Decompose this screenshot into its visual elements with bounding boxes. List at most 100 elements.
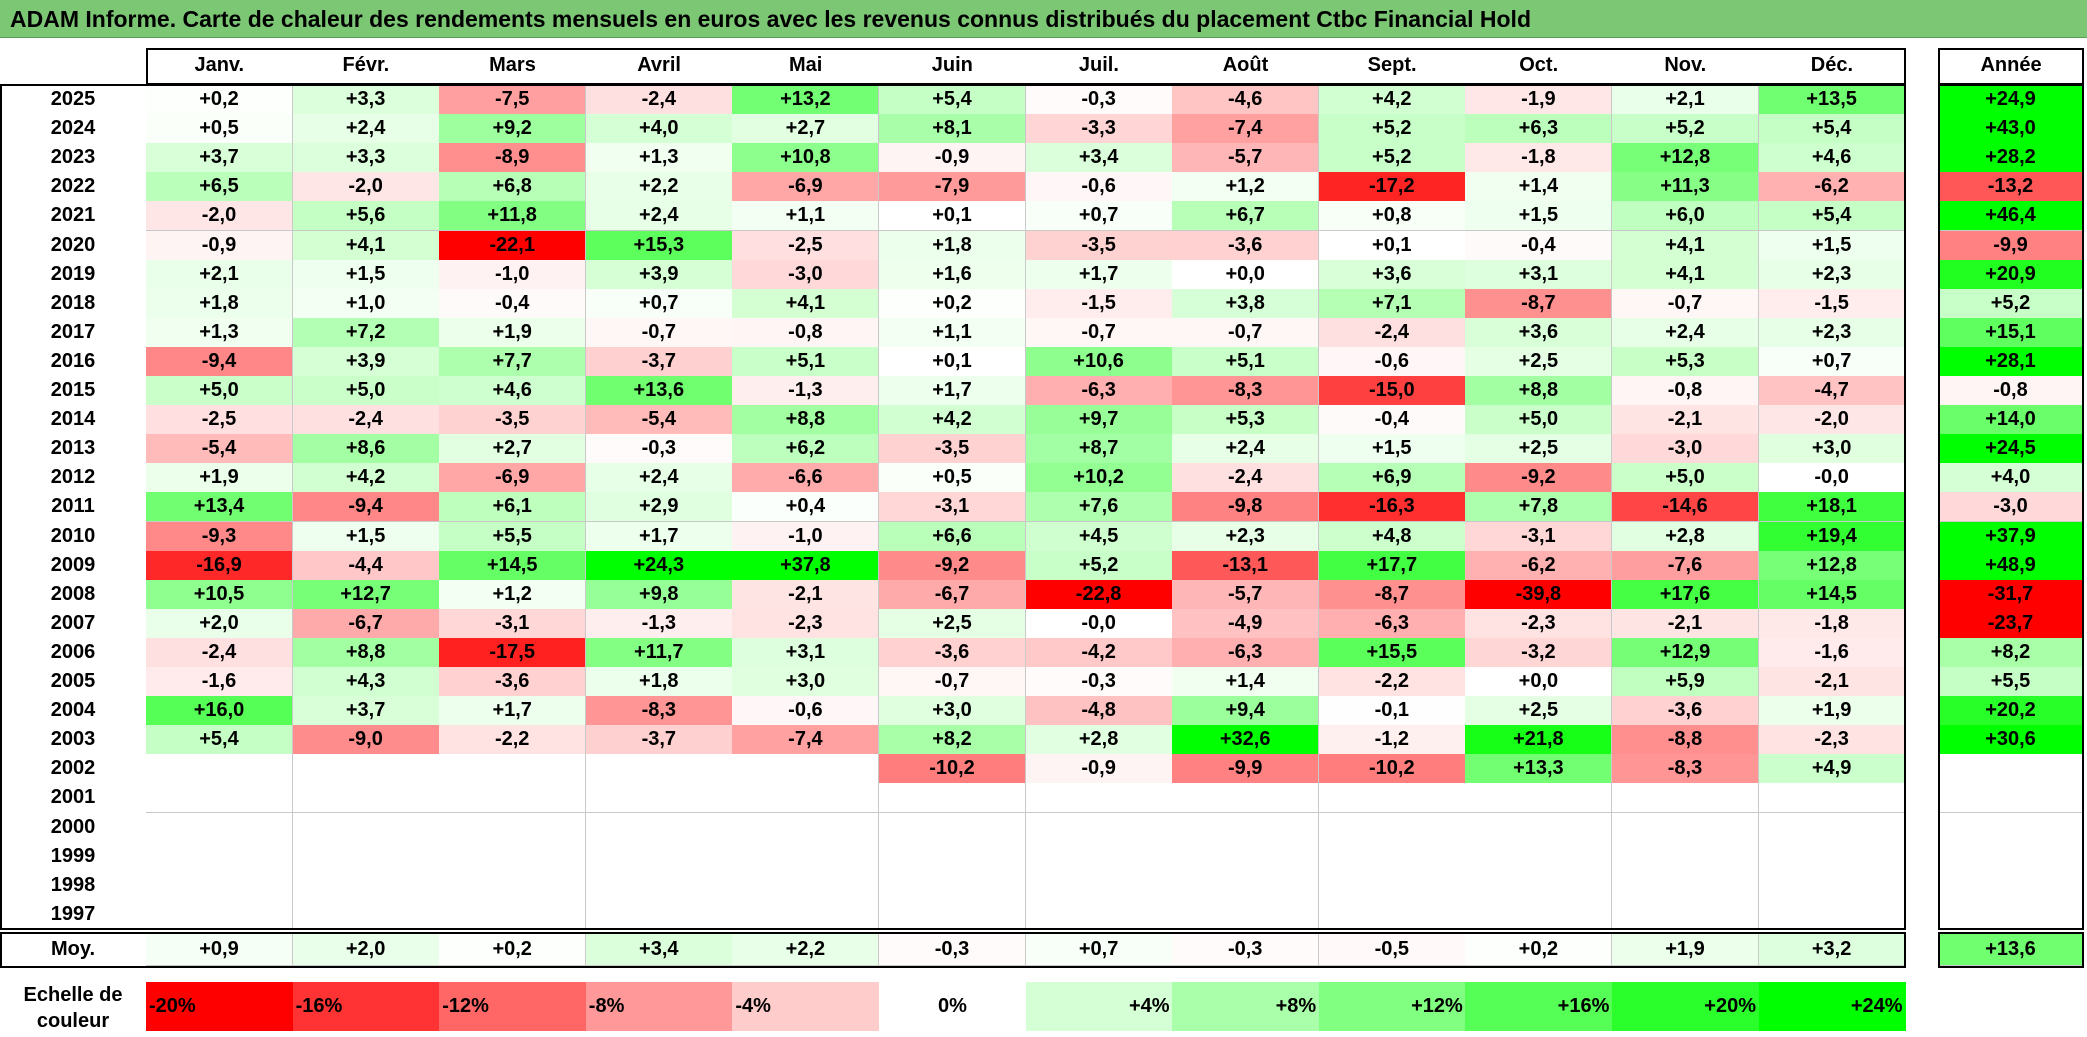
heatmap-cell [732,841,880,872]
heatmap-cell: -6,3 [1172,637,1320,668]
heatmap-cell: +2,9 [585,492,733,523]
heatmap-cell: -6,6 [732,463,880,494]
heatmap-cell: +4,1 [292,230,440,261]
heatmap-cell: +4,1 [1612,259,1759,290]
heatmap-cell: +7,1 [1318,288,1466,319]
heatmap-cell: +5,1 [1172,346,1320,377]
heatmap-cell [1465,783,1613,814]
year-label: 2005 [50,670,96,692]
heatmap-cell: +8,7 [1025,434,1173,465]
heatmap-cell: +8,1 [879,114,1026,145]
heatmap-cell [439,812,587,843]
heatmap-cell [1758,812,1906,843]
heatmap-cell [585,899,733,930]
annual-cell: +46,4 [1938,201,2084,232]
year-label: 2010 [50,524,96,547]
heatmap-cell: -7,9 [879,172,1026,203]
heatmap-cell: -0,0 [1758,463,1906,494]
annual-cell: +5,2 [1938,288,2084,319]
heatmap-cell: +2,1 [1612,85,1759,115]
heatmap-cell: -3,1 [1465,521,1613,552]
heatmap-cell: -2,0 [292,172,440,203]
heatmap-cell [1612,899,1759,930]
month-header: Mars [489,54,536,76]
color-scale-stop: -20% [146,982,293,1031]
heatmap-cell: +2,0 [146,608,293,639]
heatmap-cell: +6,1 [439,492,587,523]
heatmap-cell: +0,5 [879,463,1026,494]
heatmap-cell: -8,8 [1612,725,1759,756]
heatmap-cell: -0,6 [1025,172,1173,203]
heatmap-cell: -13,1 [1172,550,1320,581]
heatmap-cell: +5,0 [292,376,440,406]
average-label: Moy. [50,938,96,960]
heatmap-cell: -0,6 [732,696,880,727]
month-header: Août [1222,54,1269,76]
color-scale-stop: +16% [1465,982,1613,1031]
heatmap-cell [732,870,880,901]
heatmap-cell [585,754,733,785]
heatmap-cell: -2,1 [1612,608,1759,639]
heatmap-cell: -0,4 [439,288,587,319]
heatmap-cell: -4,6 [1172,85,1320,115]
heatmap-cell: -2,1 [732,579,880,610]
heatmap-cell: +7,2 [292,317,440,348]
heatmap-cell [1758,841,1906,872]
heatmap-cell [1318,812,1466,843]
color-scale-stop: +24% [1758,982,1906,1031]
heatmap-cell: +13,2 [732,85,880,115]
heatmap-cell: -3,5 [1025,230,1173,261]
heatmap-cell: -2,1 [1612,405,1759,436]
annual-cell: +30,6 [1938,725,2084,756]
heatmap-cell: -7,6 [1612,550,1759,581]
year-label: 2019 [50,262,96,285]
heatmap-cell: +17,7 [1318,550,1466,581]
heatmap-cell: -3,0 [732,259,880,290]
heatmap-cell: +1,6 [879,259,1026,290]
heatmap-cell: -2,3 [1758,725,1906,756]
heatmap-cell: -1,3 [732,376,880,406]
heatmap-cell [292,812,440,843]
heatmap-cell: +5,2 [1318,143,1466,174]
heatmap-cell: +6,0 [1612,201,1759,232]
heatmap-cell: +2,8 [1025,725,1173,756]
heatmap-cell: -0,9 [1025,754,1173,785]
heatmap-cell: -1,6 [146,667,293,697]
heatmap-cell: +16,0 [146,696,293,727]
heatmap-cell [879,812,1026,843]
heatmap-cell: +1,1 [732,201,880,232]
annual-cell: +8,2 [1938,637,2084,668]
heatmap-cell: -5,7 [1172,143,1320,174]
annual-cell: -31,7 [1938,579,2084,610]
heatmap-cell [146,783,293,814]
color-scale-stop: +12% [1318,982,1466,1031]
heatmap-cell: -14,6 [1612,492,1759,523]
heatmap-cell [1025,870,1173,901]
annual-cell: +24,9 [1938,85,2084,115]
heatmap-cell: +10,8 [732,143,880,174]
heatmap-cell: -17,5 [439,637,587,668]
heatmap-cell: -3,6 [439,667,587,697]
heatmap-cell: +0,0 [1172,259,1320,290]
heatmap-cell [146,812,293,843]
heatmap-cell: -16,9 [146,550,293,581]
heatmap-cell: -2,3 [1465,608,1613,639]
heatmap-cell: +4,1 [1612,230,1759,261]
year-label: 2007 [50,611,96,634]
heatmap-cell: +3,0 [732,667,880,697]
heatmap-cell: +14,5 [1758,579,1906,610]
year-label: 2001 [50,786,96,809]
heatmap-cell: -3,6 [879,637,1026,668]
heatmap-cell: +9,7 [1025,405,1173,436]
heatmap-cell: +3,6 [1465,317,1613,348]
heatmap-cell [439,783,587,814]
heatmap-cell: +2,4 [292,114,440,145]
month-header: Avril [637,54,681,76]
heatmap-cell: +3,4 [1025,143,1173,174]
heatmap-cell [879,870,1026,901]
heatmap-cell: +4,6 [1758,143,1906,174]
annual-cell: +48,9 [1938,550,2084,581]
heatmap-cell: -22,8 [1025,579,1173,610]
heatmap-cell: +0,1 [1318,230,1466,261]
heatmap-cell: +1,9 [1758,696,1906,727]
